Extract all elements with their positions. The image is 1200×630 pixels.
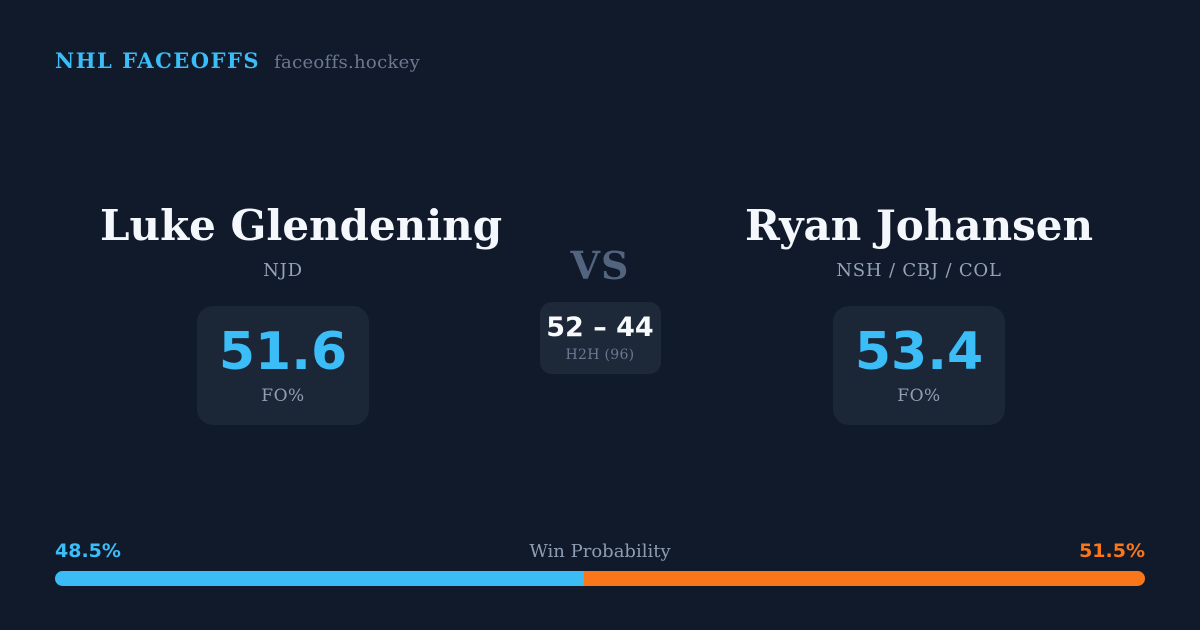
player-right-name: Ryan Johansen: [744, 201, 1094, 250]
h2h-label: H2H (96): [565, 346, 635, 363]
player-left-fo-panel: 51.6 FO%: [197, 306, 369, 426]
header: NHL FACEOFFS faceoffs.hockey: [55, 48, 420, 73]
h2h-score: 52 – 44: [546, 311, 654, 343]
win-probability-section: 48.5% Win Probability 51.5%: [55, 540, 1145, 586]
vs-label: VS: [570, 243, 630, 288]
player-left-name: Luke Glendening: [100, 201, 503, 250]
win-probability-labels: 48.5% Win Probability 51.5%: [55, 540, 1145, 562]
player-right-column: Ryan Johansen NSH / CBJ / COL 53.4 FO%: [736, 201, 1102, 426]
player-left-fo-value: 51.6: [218, 321, 348, 382]
h2h-panel: 52 – 44 H2H (96): [539, 302, 661, 374]
win-probability-bar-left-segment: [55, 571, 584, 586]
player-right-fo-panel: 53.4 FO%: [833, 306, 1005, 426]
win-probability-right-pct: 51.5%: [1079, 540, 1145, 562]
vs-column: VS 52 – 44 H2H (96): [500, 247, 700, 374]
player-right-teams: NSH / CBJ / COL: [836, 260, 1002, 282]
win-probability-bar: [55, 571, 1145, 586]
win-probability-title: Win Probability: [529, 541, 671, 562]
brand-title: NHL FACEOFFS: [55, 48, 261, 73]
site-url: faceoffs.hockey: [274, 52, 421, 73]
win-probability-bar-right-segment: [583, 571, 1145, 586]
player-left-fo-label: FO%: [261, 385, 305, 406]
win-probability-left-pct: 48.5%: [55, 540, 121, 562]
player-right-fo-value: 53.4: [854, 321, 984, 382]
player-right-fo-label: FO%: [897, 385, 941, 406]
player-left-teams: NJD: [263, 260, 303, 282]
player-left-column: Luke Glendening NJD 51.6 FO%: [100, 201, 503, 426]
